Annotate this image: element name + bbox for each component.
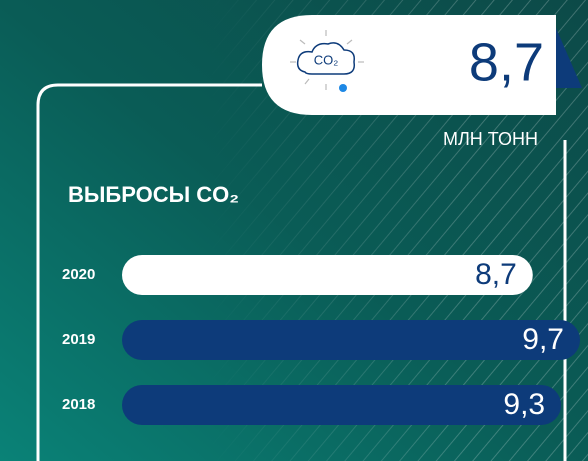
year-label: 2019 <box>62 331 95 348</box>
year-label: 2020 <box>62 266 95 283</box>
bar <box>122 385 562 425</box>
bar <box>122 255 533 295</box>
frame <box>36 83 262 461</box>
year-label: 2018 <box>62 396 95 413</box>
co2-icon <box>290 30 364 92</box>
chart-title: ВЫБРОСЫ CO₂ <box>68 182 239 207</box>
icon-text: CO₂ <box>314 52 339 67</box>
value-label: 9,7 <box>522 323 564 356</box>
corner-triangle <box>556 28 582 88</box>
value-label: 8,7 <box>475 258 517 291</box>
bar <box>122 320 580 360</box>
unit: МЛН ТОНН <box>443 129 538 149</box>
headline-value: 8,7 <box>469 32 544 92</box>
headline-box <box>262 15 556 115</box>
value-label: 9,3 <box>503 388 545 421</box>
